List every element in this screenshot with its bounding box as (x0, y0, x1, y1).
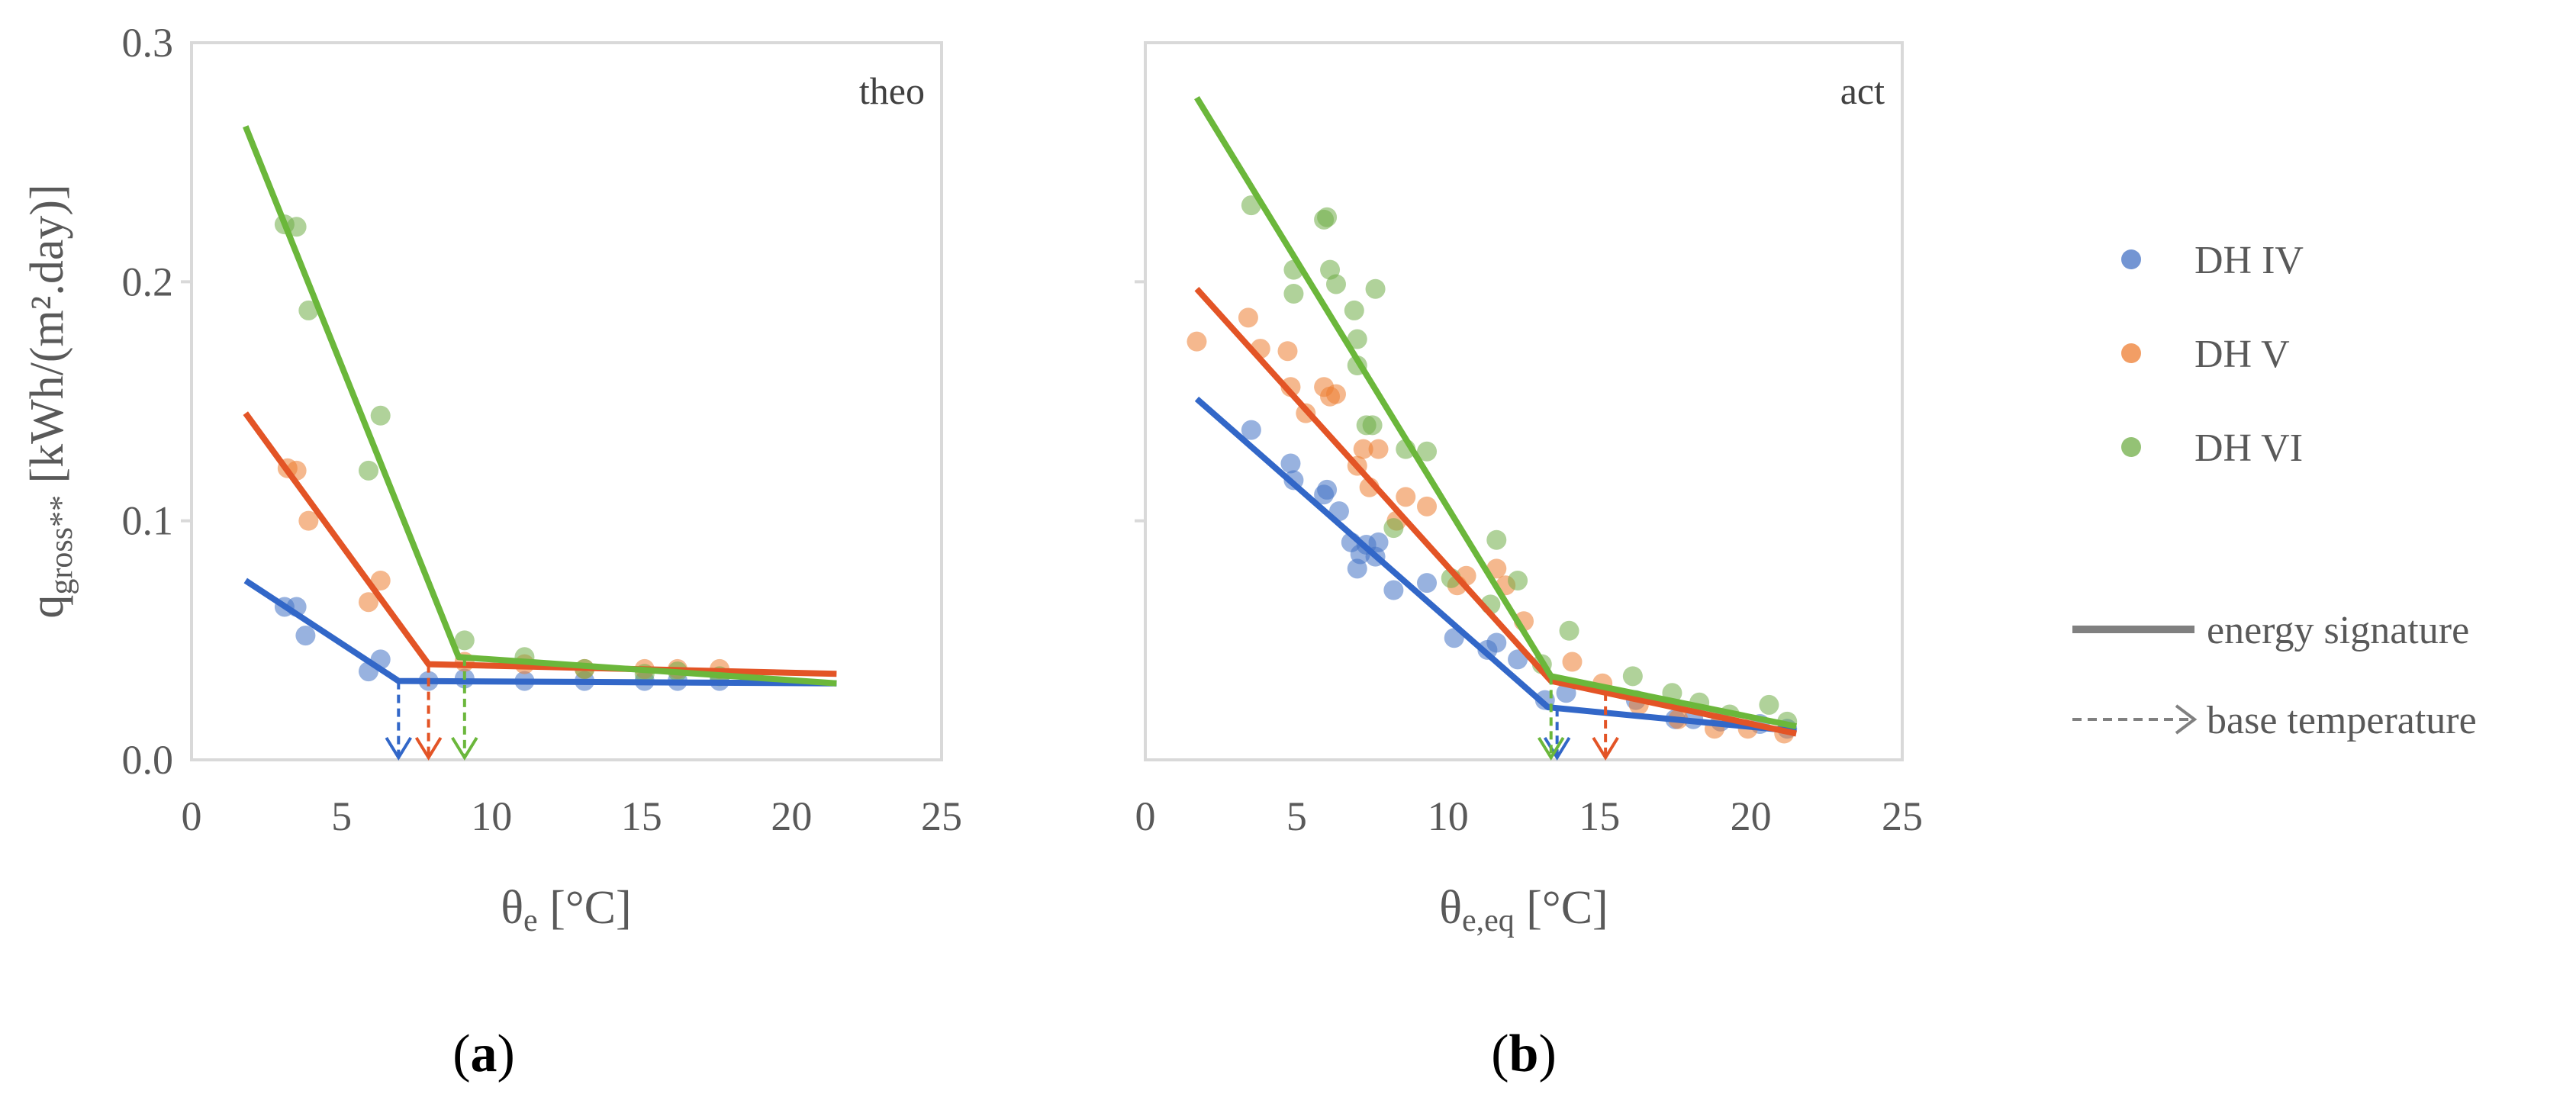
data-point-dh-vi (1347, 329, 1367, 349)
energy-signature-dh-vi (1194, 95, 1797, 730)
y-tick-labels: 0.0 0.1 0.2 0.3 (122, 20, 174, 783)
base-temperature-arrowhead-dh-v (414, 736, 443, 761)
data-point-dh-iv (1368, 532, 1389, 552)
x-tick-label-0: 0 (1135, 793, 1156, 839)
legend-label-dh-v: DH V (2194, 333, 2290, 376)
data-point-dh-vi (1344, 300, 1364, 320)
data-point-dh-v (358, 592, 378, 613)
y-tick-label-0.3: 0.3 (122, 20, 174, 66)
y-axis-title: qgross** [kWh/(m².day)] (21, 184, 79, 618)
data-point-dh-vi (1559, 620, 1579, 641)
x-axis-title: θe,eq [°C] (1439, 882, 1608, 938)
base-temperature-arrowhead-dh-iv (385, 736, 413, 761)
data-point-dh-v (1277, 341, 1298, 362)
data-point-dh-vi (1362, 415, 1383, 436)
data-point-dh-v (1417, 496, 1438, 516)
data-point-dh-iv (1508, 649, 1528, 670)
legend-label-dh-iv: DH IV (2194, 239, 2304, 282)
data-point-dh-vi (1283, 284, 1304, 304)
data-point-dh-v (1353, 439, 1373, 459)
x-tick-label-0: 0 (182, 793, 202, 839)
x-tick-label-15: 15 (1579, 793, 1620, 839)
panel-title-theo: theo (859, 69, 925, 112)
base-temperature-arrowhead-dh-iv (1543, 736, 1571, 761)
panel-caption-b: (b) (1491, 1025, 1557, 1083)
data-point-dh-v (1396, 487, 1416, 507)
x-tick-label-15: 15 (621, 793, 662, 839)
base-temperature-arrows (385, 657, 478, 761)
legend-marker-dh-vi (2121, 437, 2141, 457)
energy-signature-dh-v (243, 411, 837, 677)
data-point-dh-vi (1486, 529, 1507, 550)
base-temperature-arrowhead-dh-vi (1538, 736, 1565, 761)
legend-label-dh-vi: DH VI (2194, 426, 2303, 470)
data-point-dh-vi (1365, 278, 1386, 299)
data-point-dh-iv (295, 626, 316, 646)
y-tick-label-0.0: 0.0 (122, 737, 174, 783)
data-point-dh-iv (1417, 573, 1438, 594)
data-point-dh-vi (1317, 207, 1338, 227)
data-point-dh-v (1280, 377, 1301, 397)
tick-marks (181, 280, 192, 523)
data-point-dh-vi (1622, 666, 1643, 687)
tick-marks (1135, 280, 1145, 523)
x-tick-label-20: 20 (771, 793, 812, 839)
legend-marker-dh-v (2121, 343, 2141, 363)
panel-title-act: act (1840, 69, 1885, 112)
energy-signature-dh-iv (1194, 396, 1797, 735)
legend-base-temperature-arrowhead (2175, 704, 2198, 735)
energy-signature-dh-vi (243, 125, 837, 687)
data-point-dh-v (298, 510, 319, 531)
data-point-dh-vi (454, 630, 475, 651)
x-tick-label-10: 10 (1428, 793, 1469, 839)
data-point-dh-vi (1759, 694, 1779, 715)
x-tick-label-10: 10 (471, 793, 512, 839)
x-tick-label-5: 5 (331, 793, 352, 839)
x-tick-label-25: 25 (921, 793, 962, 839)
data-point-dh-vi (298, 300, 319, 320)
data-point-dh-vi (1417, 441, 1438, 462)
data-point-dh-iv (1486, 632, 1507, 653)
legend-label-base-temperature: base temperature (2207, 699, 2477, 742)
plot-area-frame (1144, 41, 1904, 761)
data-point-dh-vi (1508, 571, 1528, 590)
x-tick-labels: 0 5 10 15 20 25 (1135, 793, 1924, 839)
data-point-dh-vi (286, 217, 307, 237)
x-axis-title: θe [°C] (501, 882, 631, 938)
data-point-dh-iv (1317, 479, 1338, 500)
panel-b: 0 5 10 15 20 25 act θe,eq [°C] (b) (1135, 41, 1924, 1083)
energy-signature-lines (243, 125, 837, 687)
panel-a: 0.0 0.1 0.2 0.3 0 5 10 15 20 25 theo qgross** [k… (21, 20, 962, 1083)
data-point-dh-iv (1241, 420, 1261, 440)
x-tick-label-25: 25 (1882, 793, 1923, 839)
legend-label-energy-signature: energy signature (2207, 609, 2469, 652)
data-point-dh-v (370, 571, 391, 590)
y-tick-label-0.1: 0.1 (122, 498, 174, 544)
data-point-dh-vi (1325, 274, 1346, 294)
data-point-dh-vi (370, 405, 391, 426)
legend-marker-dh-iv (2121, 249, 2141, 269)
data-point-dh-vi (358, 460, 378, 481)
x-tick-label-20: 20 (1731, 793, 1772, 839)
x-tick-label-5: 5 (1286, 793, 1307, 839)
data-point-dh-v (1325, 384, 1346, 404)
base-temperature-arrowhead-dh-v (1592, 736, 1619, 761)
plot-area-frame (190, 41, 943, 761)
data-point-dh-v (1238, 307, 1258, 328)
y-tick-label-0.2: 0.2 (122, 259, 174, 304)
data-point-dh-v (1187, 331, 1207, 352)
data-point-dh-v (1562, 652, 1583, 672)
base-temperature-arrowhead-dh-vi (451, 736, 478, 761)
data-point-dh-iv (1280, 453, 1301, 474)
x-tick-labels: 0 5 10 15 20 25 (182, 793, 963, 839)
legend: DH IV DH V DH VI energy signature base t… (2072, 239, 2477, 742)
panel-caption-a: (a) (452, 1025, 515, 1083)
data-point-dh-iv (1383, 580, 1404, 600)
base-temperature-arrows (1538, 676, 1619, 761)
data-point-dh-v (1368, 439, 1389, 459)
scatter-points (274, 214, 730, 691)
data-point-dh-vi (1383, 518, 1404, 539)
